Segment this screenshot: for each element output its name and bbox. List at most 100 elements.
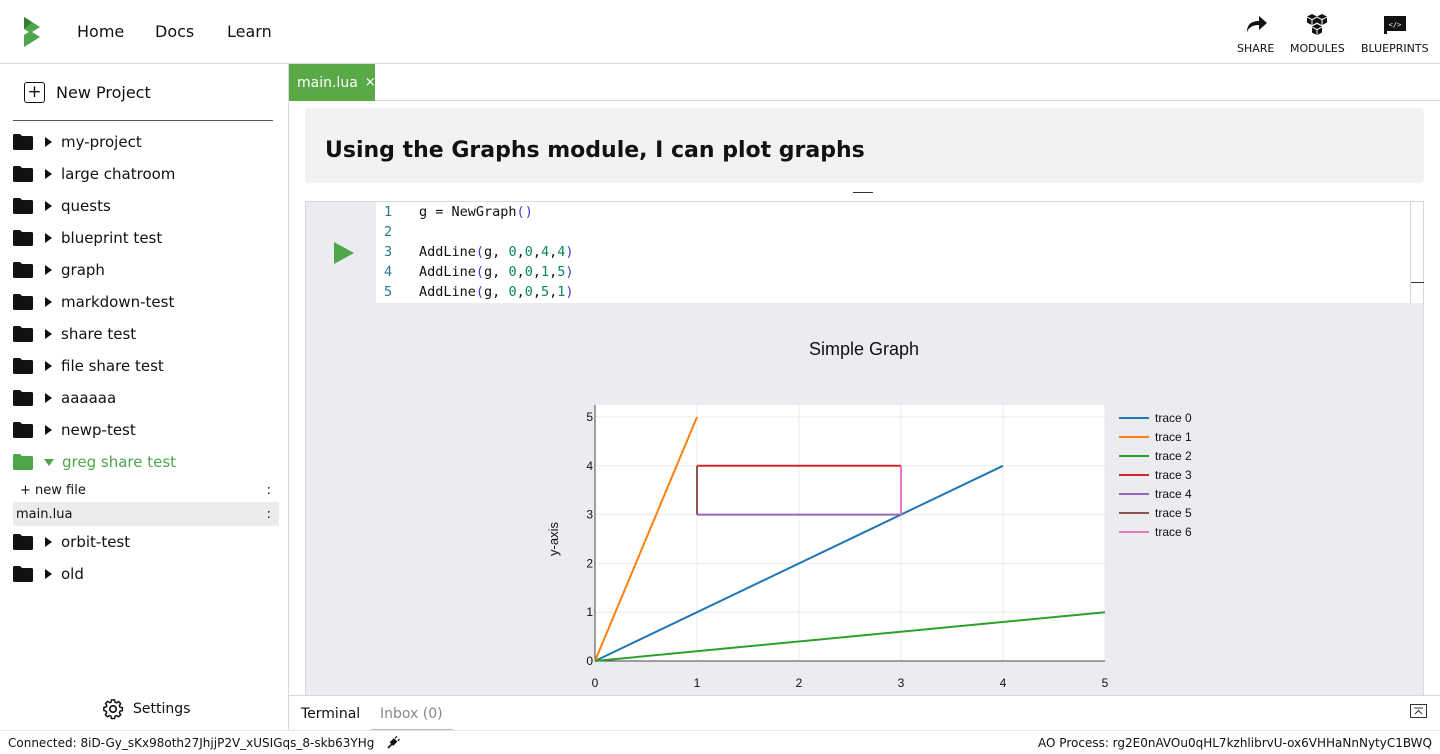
sidebar-project-item[interactable]: aaaaaa <box>13 382 279 414</box>
legend-label: trace 2 <box>1155 449 1192 463</box>
folder-icon <box>13 166 33 182</box>
nav-home-link[interactable]: Home <box>77 22 125 41</box>
settings-label: Settings <box>133 701 191 717</box>
sidebar-project-item[interactable]: blueprint test <box>13 222 279 254</box>
tab-main-lua[interactable]: main.lua × <box>289 64 376 101</box>
folder-icon <box>13 230 33 246</box>
folder-icon <box>13 134 33 150</box>
share-icon <box>1246 16 1267 32</box>
run-icon[interactable] <box>334 242 354 264</box>
caret-right-icon[interactable] <box>45 201 52 211</box>
logo-icon[interactable] <box>22 17 42 47</box>
line-number: 1 <box>384 204 393 220</box>
new-project-button[interactable]: + New Project <box>24 82 151 103</box>
blueprints-button[interactable]: </> BLUEPRINTS <box>1361 12 1429 55</box>
x-tick-label: 3 <box>898 676 905 690</box>
sidebar-project-item[interactable]: quests <box>13 190 279 222</box>
legend-label: trace 0 <box>1155 411 1192 425</box>
folder-icon <box>13 390 33 406</box>
tab-inbox[interactable]: Inbox (0) <box>380 706 443 722</box>
y-tick-label: 5 <box>586 410 593 424</box>
more-options-icon[interactable]: : <box>266 506 271 522</box>
sidebar-project-item[interactable]: share test <box>13 318 279 350</box>
modules-icon <box>1307 14 1328 35</box>
folder-icon <box>13 358 33 374</box>
caret-right-icon[interactable] <box>45 233 52 243</box>
caret-right-icon[interactable] <box>45 569 52 579</box>
sidebar-project-item[interactable]: newp-test <box>13 414 279 446</box>
tab-terminal[interactable]: Terminal <box>301 706 361 722</box>
caret-right-icon[interactable] <box>45 329 52 339</box>
plus-icon: + <box>24 82 45 103</box>
code-line: 4 AddLine(g, 0,0,1,5) <box>376 264 574 284</box>
project-name: my-project <box>61 133 142 151</box>
sidebar-project-item[interactable]: greg share test <box>13 446 279 478</box>
cell-drag-handle[interactable] <box>853 192 873 193</box>
file-item[interactable]: main.lua: <box>13 502 279 526</box>
connection-status: Connected: 8iD-Gy_sKx98oth27JhjjP2V_xUSI… <box>8 736 375 750</box>
markdown-heading: Using the Graphs module, I can plot grap… <box>325 138 865 163</box>
code-text: AddLine(g, 0,0,1,5) <box>419 264 574 280</box>
y-tick-label: 4 <box>586 459 593 473</box>
caret-right-icon[interactable] <box>45 265 52 275</box>
process-id: AO Process: rg2E0nAVOu0qHL7kzhlibrvU-ox6… <box>1038 736 1432 750</box>
project-name: greg share test <box>62 453 177 471</box>
gear-icon <box>103 699 124 720</box>
nav-docs-link[interactable]: Docs <box>155 22 195 41</box>
caret-right-icon[interactable] <box>45 169 52 179</box>
modules-button[interactable]: MODULES <box>1290 12 1345 55</box>
more-options-icon[interactable]: : <box>266 482 271 498</box>
y-tick-label: 3 <box>586 508 593 522</box>
editor-tab-bar: main.lua × <box>289 64 1440 101</box>
legend-label: trace 3 <box>1155 468 1192 482</box>
caret-down-icon[interactable] <box>44 458 54 466</box>
caret-right-icon[interactable] <box>45 137 52 147</box>
project-sidebar: + New Project my-project large chatroom qu… <box>0 64 289 730</box>
top-nav-bar: Home Docs Learn SHARE MODULES </> BLUEPR… <box>0 0 1440 64</box>
editor-scrollbar[interactable] <box>1410 202 1424 303</box>
nav-learn-link[interactable]: Learn <box>227 22 272 41</box>
folder-icon <box>13 294 33 310</box>
legend-label: trace 1 <box>1155 430 1192 444</box>
code-text: AddLine(g, 0,0,4,4) <box>419 244 574 260</box>
series-line-0 <box>594 464 1004 662</box>
sidebar-divider <box>13 120 273 121</box>
caret-right-icon[interactable] <box>45 361 52 371</box>
sidebar-project-item[interactable]: large chatroom <box>13 158 279 190</box>
project-name: old <box>61 565 84 583</box>
share-label: SHARE <box>1237 42 1275 55</box>
share-button[interactable]: SHARE <box>1237 12 1274 55</box>
project-name: file share test <box>61 357 164 375</box>
code-text: g = NewGraph() <box>419 204 533 220</box>
chart-title: Simple Graph <box>809 339 919 359</box>
folder-icon <box>13 422 33 438</box>
settings-button[interactable]: Settings <box>102 698 190 720</box>
code-cell: 1 g = NewGraph() 2 3 AddLine(g, 0,0,4,4) 4 Add… <box>305 201 1424 695</box>
svg-text:</>: </> <box>1388 21 1401 29</box>
plot-area <box>595 405 1105 661</box>
caret-right-icon[interactable] <box>45 393 52 403</box>
plug-icon[interactable] <box>386 736 401 750</box>
folder-icon <box>13 198 33 214</box>
caret-right-icon[interactable] <box>45 425 52 435</box>
expand-panel-icon[interactable] <box>1410 704 1427 718</box>
sidebar-project-item[interactable]: old <box>13 558 279 590</box>
sidebar-project-item[interactable]: orbit-test <box>13 526 279 558</box>
legend-label: trace 5 <box>1155 506 1192 520</box>
sidebar-project-item[interactable]: my-project <box>13 126 279 158</box>
markdown-cell[interactable]: Using the Graphs module, I can plot grap… <box>305 108 1424 183</box>
x-tick-label: 4 <box>1000 676 1007 690</box>
sidebar-project-item[interactable]: graph <box>13 254 279 286</box>
close-icon[interactable]: × <box>364 75 376 90</box>
caret-right-icon[interactable] <box>45 297 52 307</box>
x-tick-label: 5 <box>1102 676 1109 690</box>
status-bar: Connected: 8iD-Gy_sKx98oth27JhjjP2V_xUSI… <box>0 730 1440 754</box>
caret-right-icon[interactable] <box>45 537 52 547</box>
code-line: 2 <box>376 224 419 244</box>
bottom-panel-tabs: Terminal Inbox (0) <box>289 695 1440 730</box>
new-file-button[interactable]: + new file: <box>13 478 279 502</box>
sidebar-project-item[interactable]: markdown-test <box>13 286 279 318</box>
sidebar-project-item[interactable]: file share test <box>13 350 279 382</box>
code-editor[interactable]: 1 g = NewGraph() 2 3 AddLine(g, 0,0,4,4) 4 Add… <box>376 202 1410 303</box>
cell-gutter <box>306 202 376 303</box>
